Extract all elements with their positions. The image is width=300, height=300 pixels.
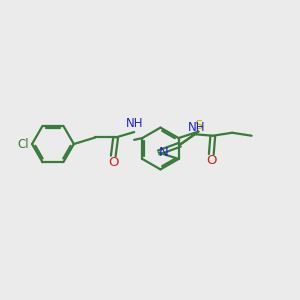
Text: NH: NH <box>126 117 143 130</box>
Text: Cl: Cl <box>18 137 29 151</box>
Text: O: O <box>206 154 217 167</box>
Text: O: O <box>108 156 119 169</box>
Text: S: S <box>194 118 202 131</box>
Text: N: N <box>159 146 169 159</box>
Text: NH: NH <box>188 121 206 134</box>
